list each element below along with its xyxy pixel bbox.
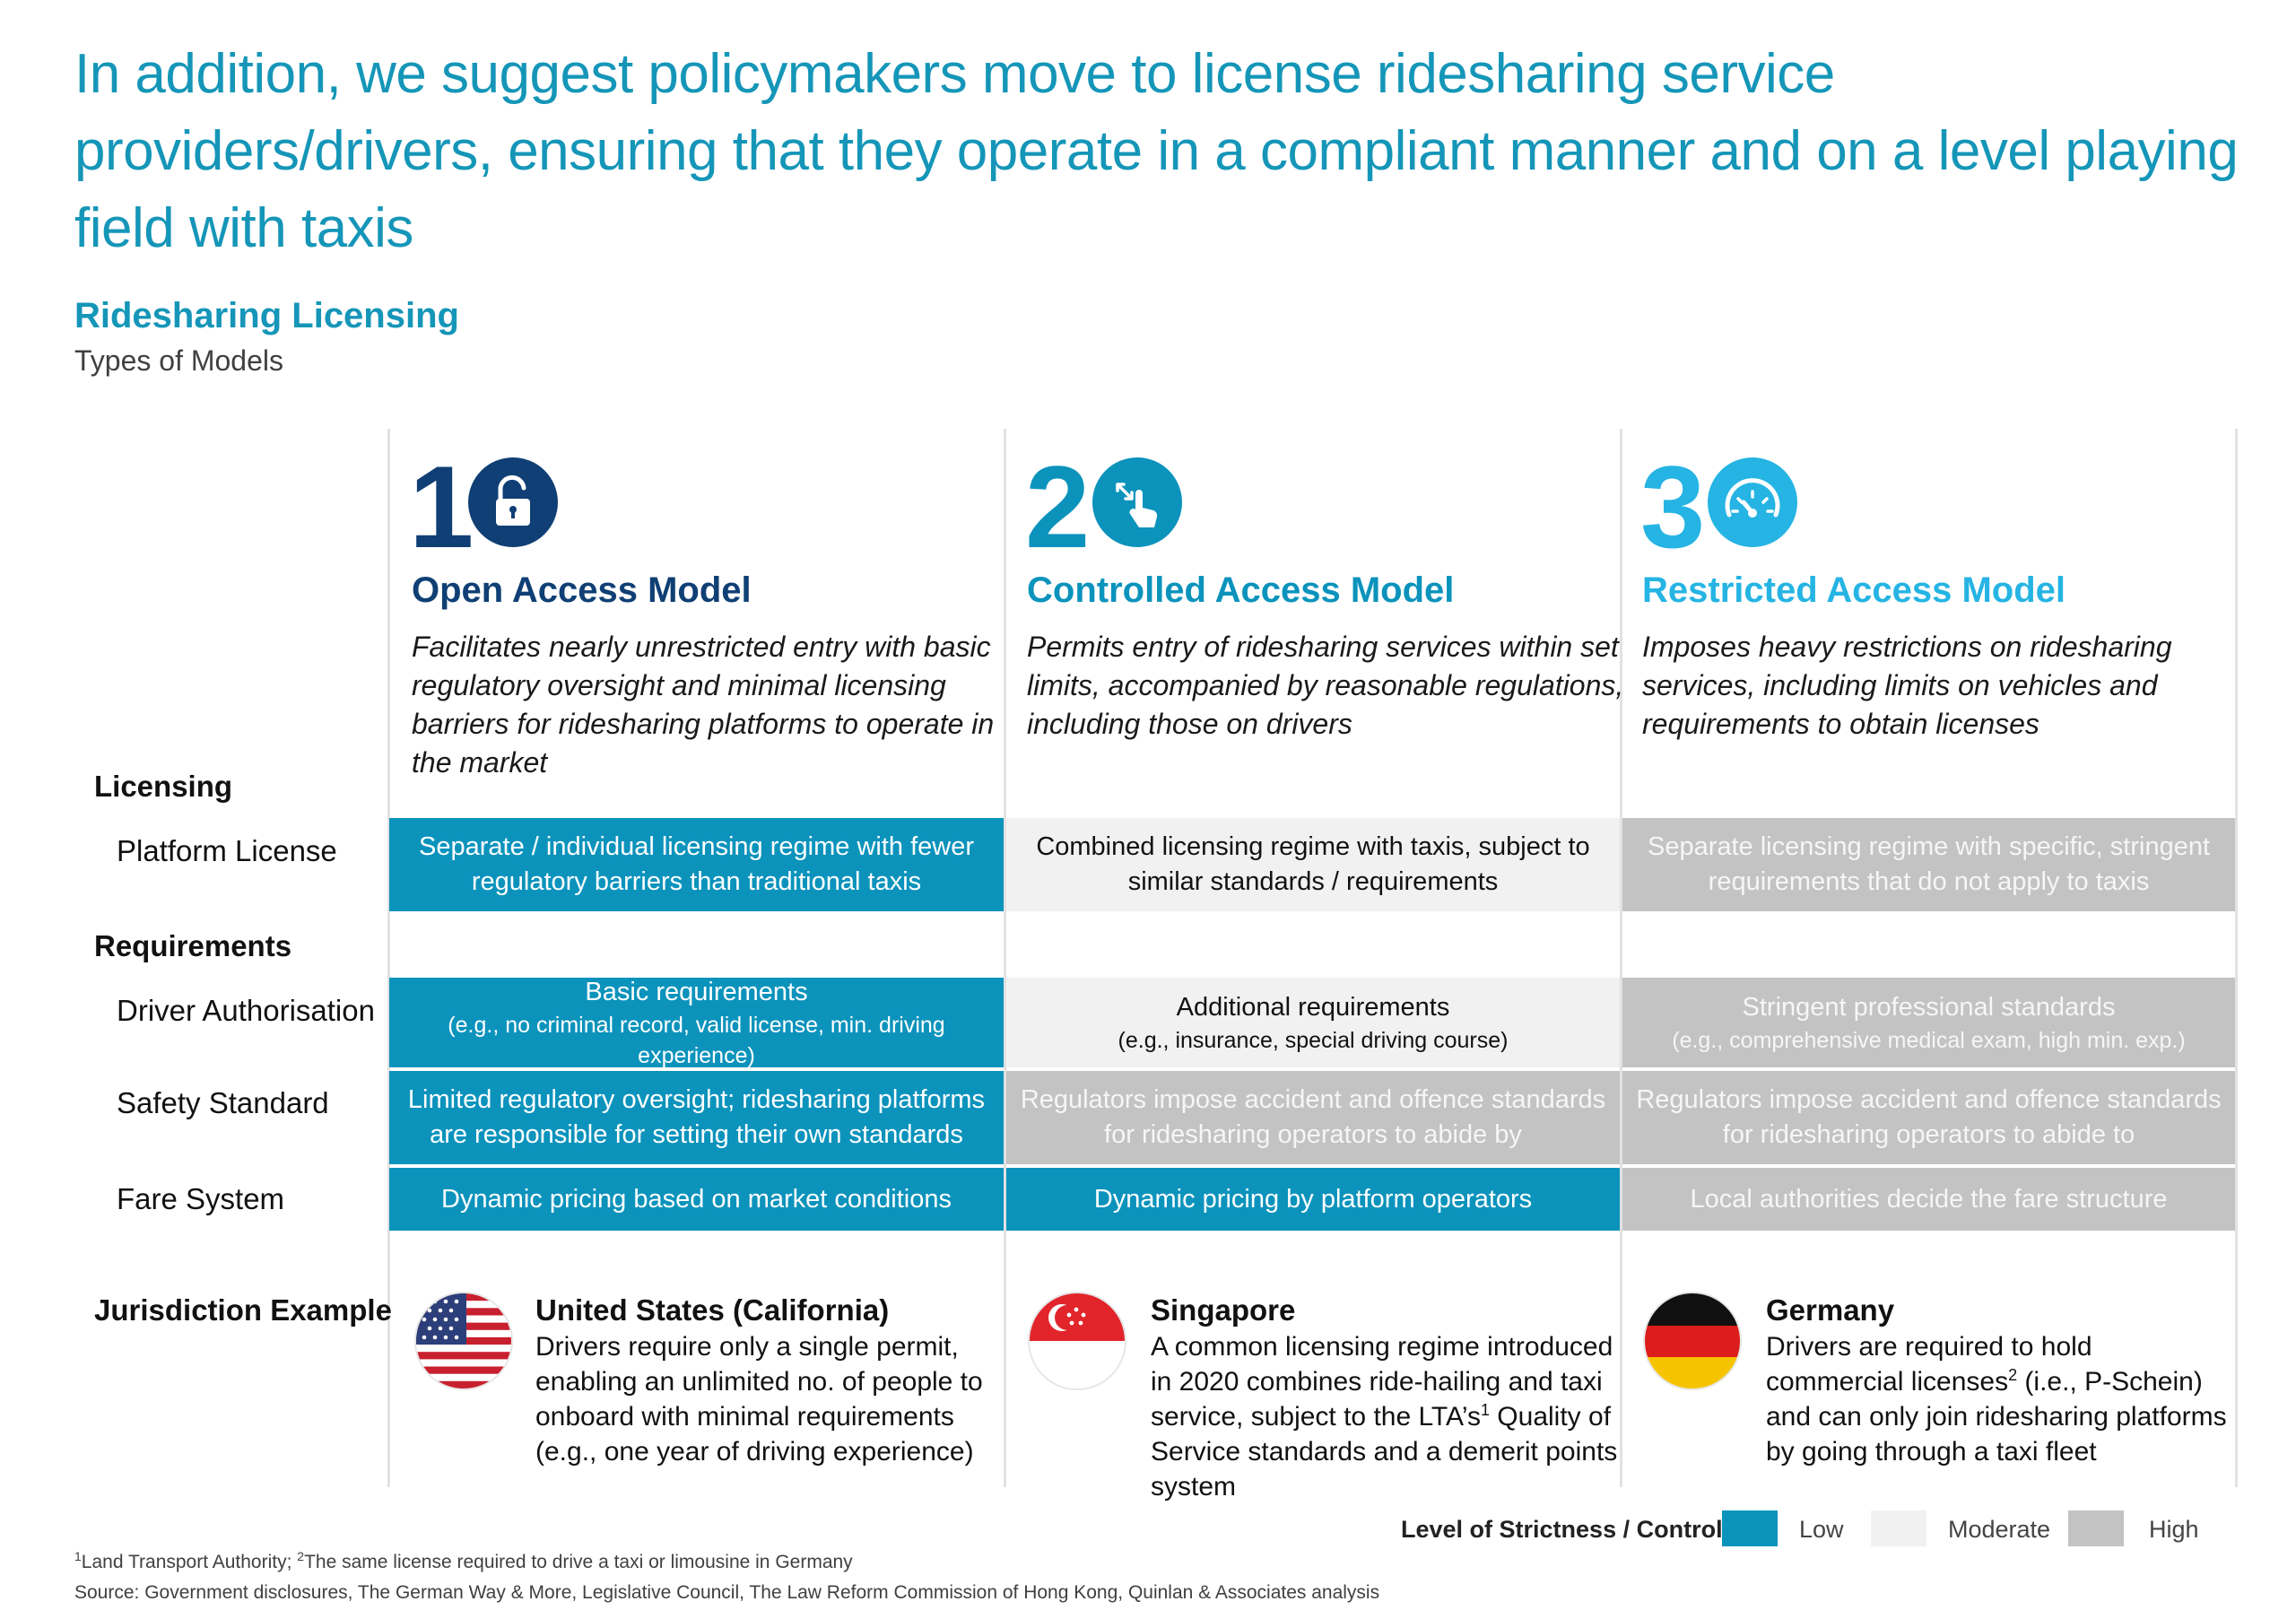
model-number: 3 <box>1640 441 1705 572</box>
section-subheading: Types of Models <box>74 344 283 377</box>
model-name: Controlled Access Model <box>1027 570 1455 610</box>
footnote-marker: 1 <box>74 1549 82 1563</box>
jurisdiction-text: Drivers are required to hold commercial … <box>1766 1332 2092 1397</box>
source-note: Source: Government disclosures, The Germ… <box>74 1582 1380 1603</box>
cell-platform-license-open: Separate / individual licensing regime w… <box>389 818 1004 911</box>
cell-text: Stringent professional standards <box>1742 992 2116 1022</box>
jurisdiction-text: A common licensing regime introduced in … <box>1151 1332 1613 1432</box>
singapore-flag-icon <box>1030 1293 1125 1388</box>
speedometer-icon <box>1708 457 1797 547</box>
model-description: Permits entry of ridesharing services wi… <box>1027 631 1624 740</box>
legend-swatch-moderate <box>1871 1510 1926 1546</box>
us-flag-icon <box>416 1293 511 1388</box>
row-group-licensing: Licensing <box>94 770 233 803</box>
page-title: In addition, we suggest policymakers mov… <box>74 43 2239 259</box>
cell-text: Local authorities decide the fare struct… <box>1690 1184 2168 1214</box>
cell-text: Basic requirements <box>585 977 808 1006</box>
row-label-driver-authorisation: Driver Authorisation <box>117 994 375 1027</box>
jurisdiction-description: A common licensing regime introduced in … <box>1151 1329 1622 1504</box>
jurisdiction-name: Singapore <box>1151 1293 1296 1327</box>
model-name: Open Access Model <box>412 570 752 610</box>
model-number: 2 <box>1025 441 1090 572</box>
cell-text: Regulators impose accident and offence s… <box>1636 1085 2222 1149</box>
cell-note: (e.g., no criminal record, valid license… <box>448 1012 945 1068</box>
hand-tap-icon <box>1092 457 1182 547</box>
model-description: Facilitates nearly unrestricted entry wi… <box>412 631 995 779</box>
row-group-jurisdiction: Jurisdiction Example <box>94 1293 392 1327</box>
legend-swatch-high <box>2068 1510 2124 1546</box>
jurisdiction-text: Drivers require only a single permit, en… <box>535 1332 983 1467</box>
cell-note: (e.g., insurance, special driving course… <box>1118 1027 1509 1053</box>
row-group-requirements: Requirements <box>94 929 292 962</box>
footnote-text: The same license required to drive a tax… <box>304 1552 853 1572</box>
cell-safety-controlled: Regulators impose accident and offence s… <box>1006 1071 1620 1164</box>
cell-fare-controlled: Dynamic pricing by platform operators <box>1006 1168 1620 1231</box>
jurisdiction-name: United States (California) <box>535 1293 890 1327</box>
cell-note: (e.g., comprehensive medical exam, high … <box>1672 1027 2186 1053</box>
footnote-marker: 2 <box>297 1549 305 1563</box>
padlock-open-icon <box>468 457 558 547</box>
footnote-text: Land Transport Authority; <box>81 1552 298 1572</box>
column-divider <box>1004 429 1006 1487</box>
jurisdiction-text: (i.e., P-Schein) and can only join rides… <box>1766 1367 2227 1467</box>
column-divider <box>2235 429 2238 1487</box>
jurisdiction-description: Drivers are required to hold commercial … <box>1766 1329 2237 1469</box>
footnote-marker: 1 <box>1480 1401 1490 1419</box>
jurisdiction-text: Quality of Service standards and a demer… <box>1151 1402 1618 1501</box>
column-divider <box>387 429 390 1487</box>
germany-flag-icon <box>1645 1293 1740 1388</box>
cell-text: Additional requirements <box>1176 992 1450 1022</box>
cell-text: Limited regulatory oversight; ridesharin… <box>407 1085 986 1149</box>
legend-label-moderate: Moderate <box>1948 1516 2051 1543</box>
cell-safety-restricted: Regulators impose accident and offence s… <box>1622 1071 2235 1164</box>
row-label-safety-standard: Safety Standard <box>117 1086 329 1119</box>
cell-safety-open: Limited regulatory oversight; ridesharin… <box>389 1071 1004 1164</box>
jurisdiction-description: Drivers require only a single permit, en… <box>535 1329 1002 1469</box>
cell-fare-open: Dynamic pricing based on market conditio… <box>389 1168 1004 1231</box>
cell-platform-license-restricted: Separate licensing regime with specific,… <box>1622 818 2235 911</box>
cell-text: Dynamic pricing by platform operators <box>1093 1184 1533 1214</box>
cell-fare-restricted: Local authorities decide the fare struct… <box>1622 1168 2235 1231</box>
row-label-fare-system: Fare System <box>117 1182 285 1215</box>
model-number: 1 <box>409 441 474 572</box>
footnotes: 1Land Transport Authority; 2The same lic… <box>74 1549 853 1573</box>
cell-text: Separate / individual licensing regime w… <box>419 832 974 896</box>
cell-driver-auth-controlled: Additional requirements (e.g., insurance,… <box>1006 978 1620 1067</box>
cell-text: Combined licensing regime with taxis, su… <box>1036 832 1590 896</box>
column-divider <box>1620 429 1622 1487</box>
model-name: Restricted Access Model <box>1642 570 2066 610</box>
section-heading: Ridesharing Licensing <box>74 296 459 335</box>
cell-driver-auth-open: Basic requirements (e.g., no criminal rec… <box>389 977 1004 1068</box>
legend-label-low: Low <box>1799 1516 1844 1543</box>
legend-label-high: High <box>2149 1516 2199 1543</box>
model-description: Imposes heavy restrictions on ridesharin… <box>1642 631 2172 740</box>
legend-title: Level of Strictness / Control: <box>1401 1516 1731 1543</box>
cell-driver-auth-restricted: Stringent professional standards (e.g., c… <box>1622 978 2235 1067</box>
cell-platform-license-controlled: Combined licensing regime with taxis, su… <box>1006 818 1620 911</box>
row-label-platform-license: Platform License <box>117 834 337 867</box>
footnote-marker: 2 <box>2008 1366 2018 1384</box>
cell-text: Dynamic pricing based on market conditio… <box>441 1184 952 1214</box>
legend-swatch-low <box>1722 1510 1778 1546</box>
cell-text: Regulators impose accident and offence s… <box>1020 1085 1606 1149</box>
cell-text: Separate licensing regime with specific,… <box>1647 832 2211 896</box>
jurisdiction-name: Germany <box>1766 1293 1895 1327</box>
